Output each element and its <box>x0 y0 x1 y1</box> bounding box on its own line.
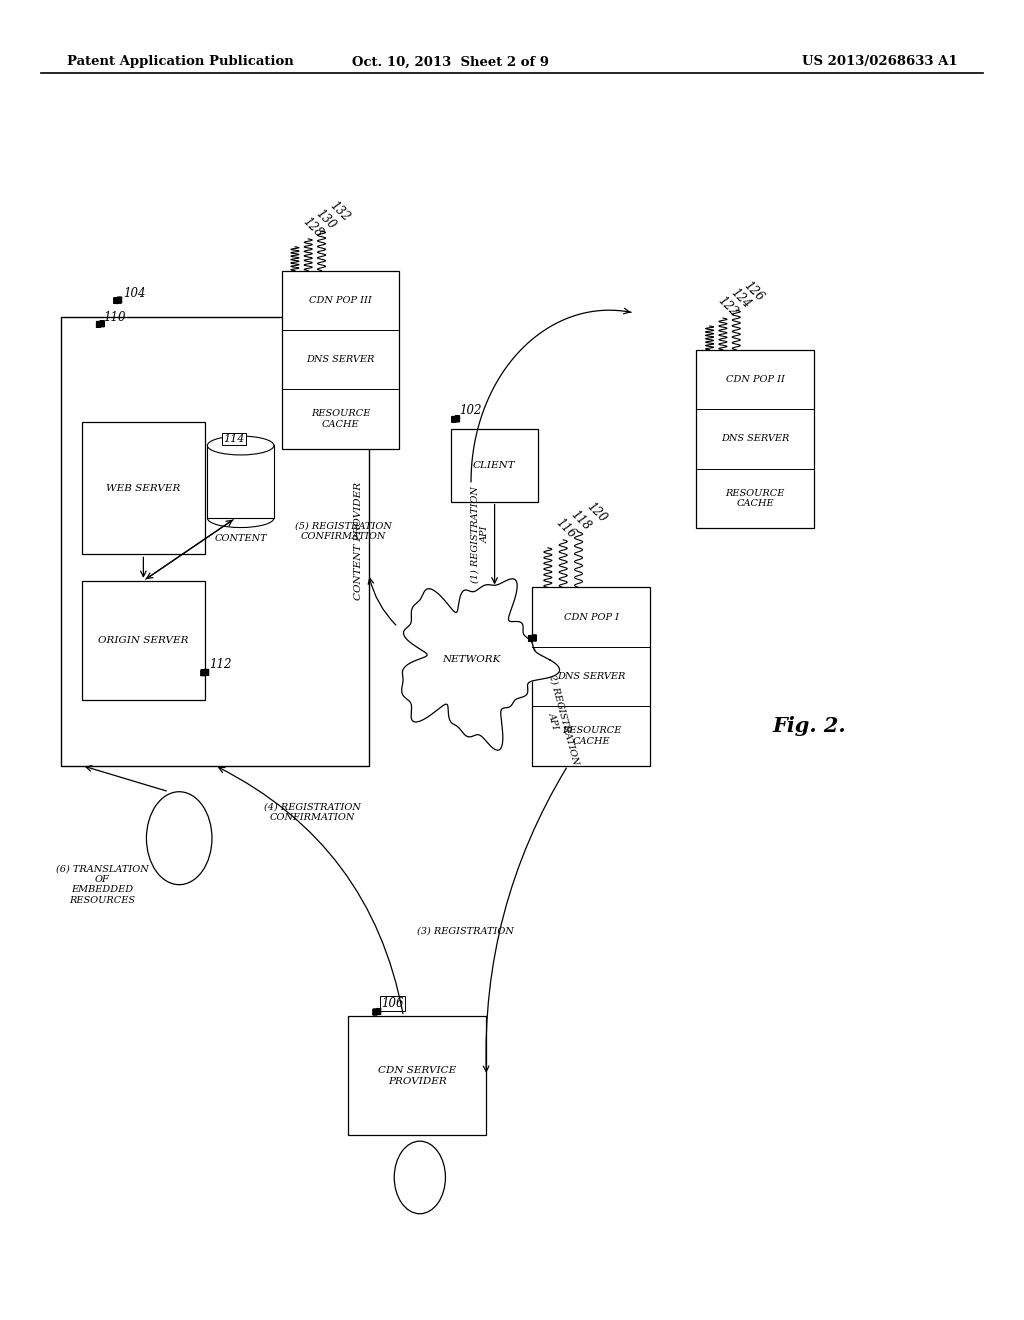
Text: CONTENT: CONTENT <box>214 533 267 543</box>
Bar <box>696 350 814 528</box>
Text: 104: 104 <box>123 286 145 300</box>
Text: (6) TRANSLATION
OF
EMBEDDED
RESOURCES: (6) TRANSLATION OF EMBEDDED RESOURCES <box>56 865 148 904</box>
Text: 132: 132 <box>327 199 352 224</box>
Bar <box>207 445 273 517</box>
Text: (4) REGISTRATION
CONFIRMATION: (4) REGISTRATION CONFIRMATION <box>264 803 360 821</box>
Ellipse shape <box>207 436 273 455</box>
Text: Fig. 2.: Fig. 2. <box>772 715 846 737</box>
Text: Patent Application Publication: Patent Application Publication <box>67 55 293 69</box>
Polygon shape <box>401 578 559 750</box>
Text: (2) REGISTRATION
API: (2) REGISTRATION API <box>537 671 580 768</box>
Text: RESOURCE
CACHE: RESOURCE CACHE <box>726 488 784 508</box>
Text: 108: 108 <box>537 623 559 636</box>
Text: DNS SERVER: DNS SERVER <box>721 434 790 444</box>
Text: 106: 106 <box>381 997 403 1010</box>
Text: 116: 116 <box>553 516 579 541</box>
Text: ORIGIN SERVER: ORIGIN SERVER <box>98 636 188 644</box>
Text: CDN POP I: CDN POP I <box>564 612 618 622</box>
Bar <box>532 587 650 766</box>
Text: CDN POP III: CDN POP III <box>309 296 372 305</box>
Text: CONTENT PROVIDER: CONTENT PROVIDER <box>354 482 362 601</box>
Bar <box>61 317 369 766</box>
Text: (1) REGISTRATION
API: (1) REGISTRATION API <box>470 486 489 583</box>
Text: 120: 120 <box>584 500 609 525</box>
Bar <box>282 271 399 449</box>
Text: 112: 112 <box>209 657 231 671</box>
Text: US 2013/0268633 A1: US 2013/0268633 A1 <box>802 55 957 69</box>
Text: 124: 124 <box>728 286 754 312</box>
Text: CDN POP II: CDN POP II <box>726 375 784 384</box>
Text: (3) REGISTRATION: (3) REGISTRATION <box>418 927 514 935</box>
Text: CDN SERVICE
PROVIDER: CDN SERVICE PROVIDER <box>378 1067 457 1085</box>
Ellipse shape <box>394 1140 445 1214</box>
Text: RESOURCE
CACHE: RESOURCE CACHE <box>311 409 370 429</box>
Text: DNS SERVER: DNS SERVER <box>557 672 626 681</box>
Bar <box>82 422 205 554</box>
Bar <box>348 1016 486 1135</box>
Text: 128: 128 <box>300 215 326 240</box>
Text: 122: 122 <box>715 294 740 319</box>
Text: CLIENT: CLIENT <box>473 461 515 470</box>
Text: 114: 114 <box>223 434 245 445</box>
Text: DNS SERVER: DNS SERVER <box>306 355 375 364</box>
Text: 102: 102 <box>459 404 481 417</box>
Bar <box>82 581 205 700</box>
Text: 110: 110 <box>103 310 126 323</box>
Ellipse shape <box>146 792 212 884</box>
Text: (5) REGISTRATION
CONFIRMATION: (5) REGISTRATION CONFIRMATION <box>295 521 391 541</box>
Text: RESOURCE
CACHE: RESOURCE CACHE <box>562 726 621 746</box>
Text: Oct. 10, 2013  Sheet 2 of 9: Oct. 10, 2013 Sheet 2 of 9 <box>352 55 549 69</box>
Text: 130: 130 <box>313 207 339 232</box>
Text: NETWORK: NETWORK <box>441 656 501 664</box>
Text: WEB SERVER: WEB SERVER <box>106 484 180 492</box>
Bar <box>451 429 538 502</box>
Text: 126: 126 <box>741 279 767 304</box>
Text: 118: 118 <box>568 508 594 533</box>
